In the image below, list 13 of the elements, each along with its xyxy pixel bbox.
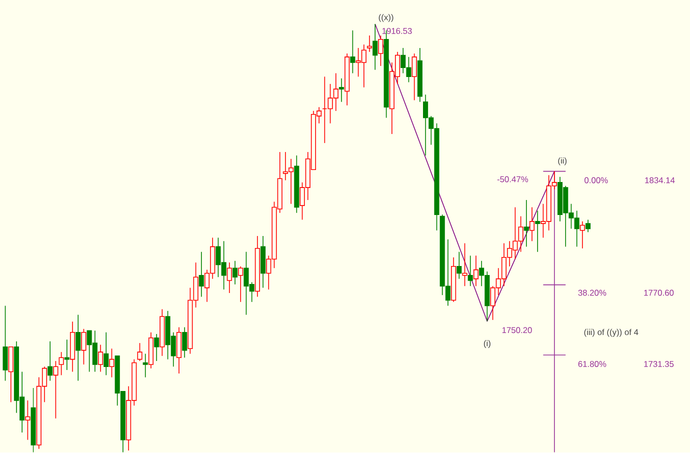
annotation: (ii) — [558, 158, 567, 166]
annotation: 38.20% — [578, 290, 606, 296]
annotation: 1750.20 — [502, 327, 532, 334]
text: 1770.60 — [644, 290, 674, 296]
annotation: 0.00% — [584, 177, 608, 184]
annotation: 1916.53 — [382, 28, 412, 34]
annotation: (i) — [484, 340, 490, 348]
text: ((x)) — [378, 14, 394, 22]
text: 1834.14 — [645, 177, 675, 184]
annotation: 61.80% — [578, 361, 606, 368]
annotation: -50.47% — [497, 176, 528, 182]
annotation: (iii) of ((y)) of 4 — [584, 329, 638, 337]
text: 1731.35 — [644, 361, 674, 368]
